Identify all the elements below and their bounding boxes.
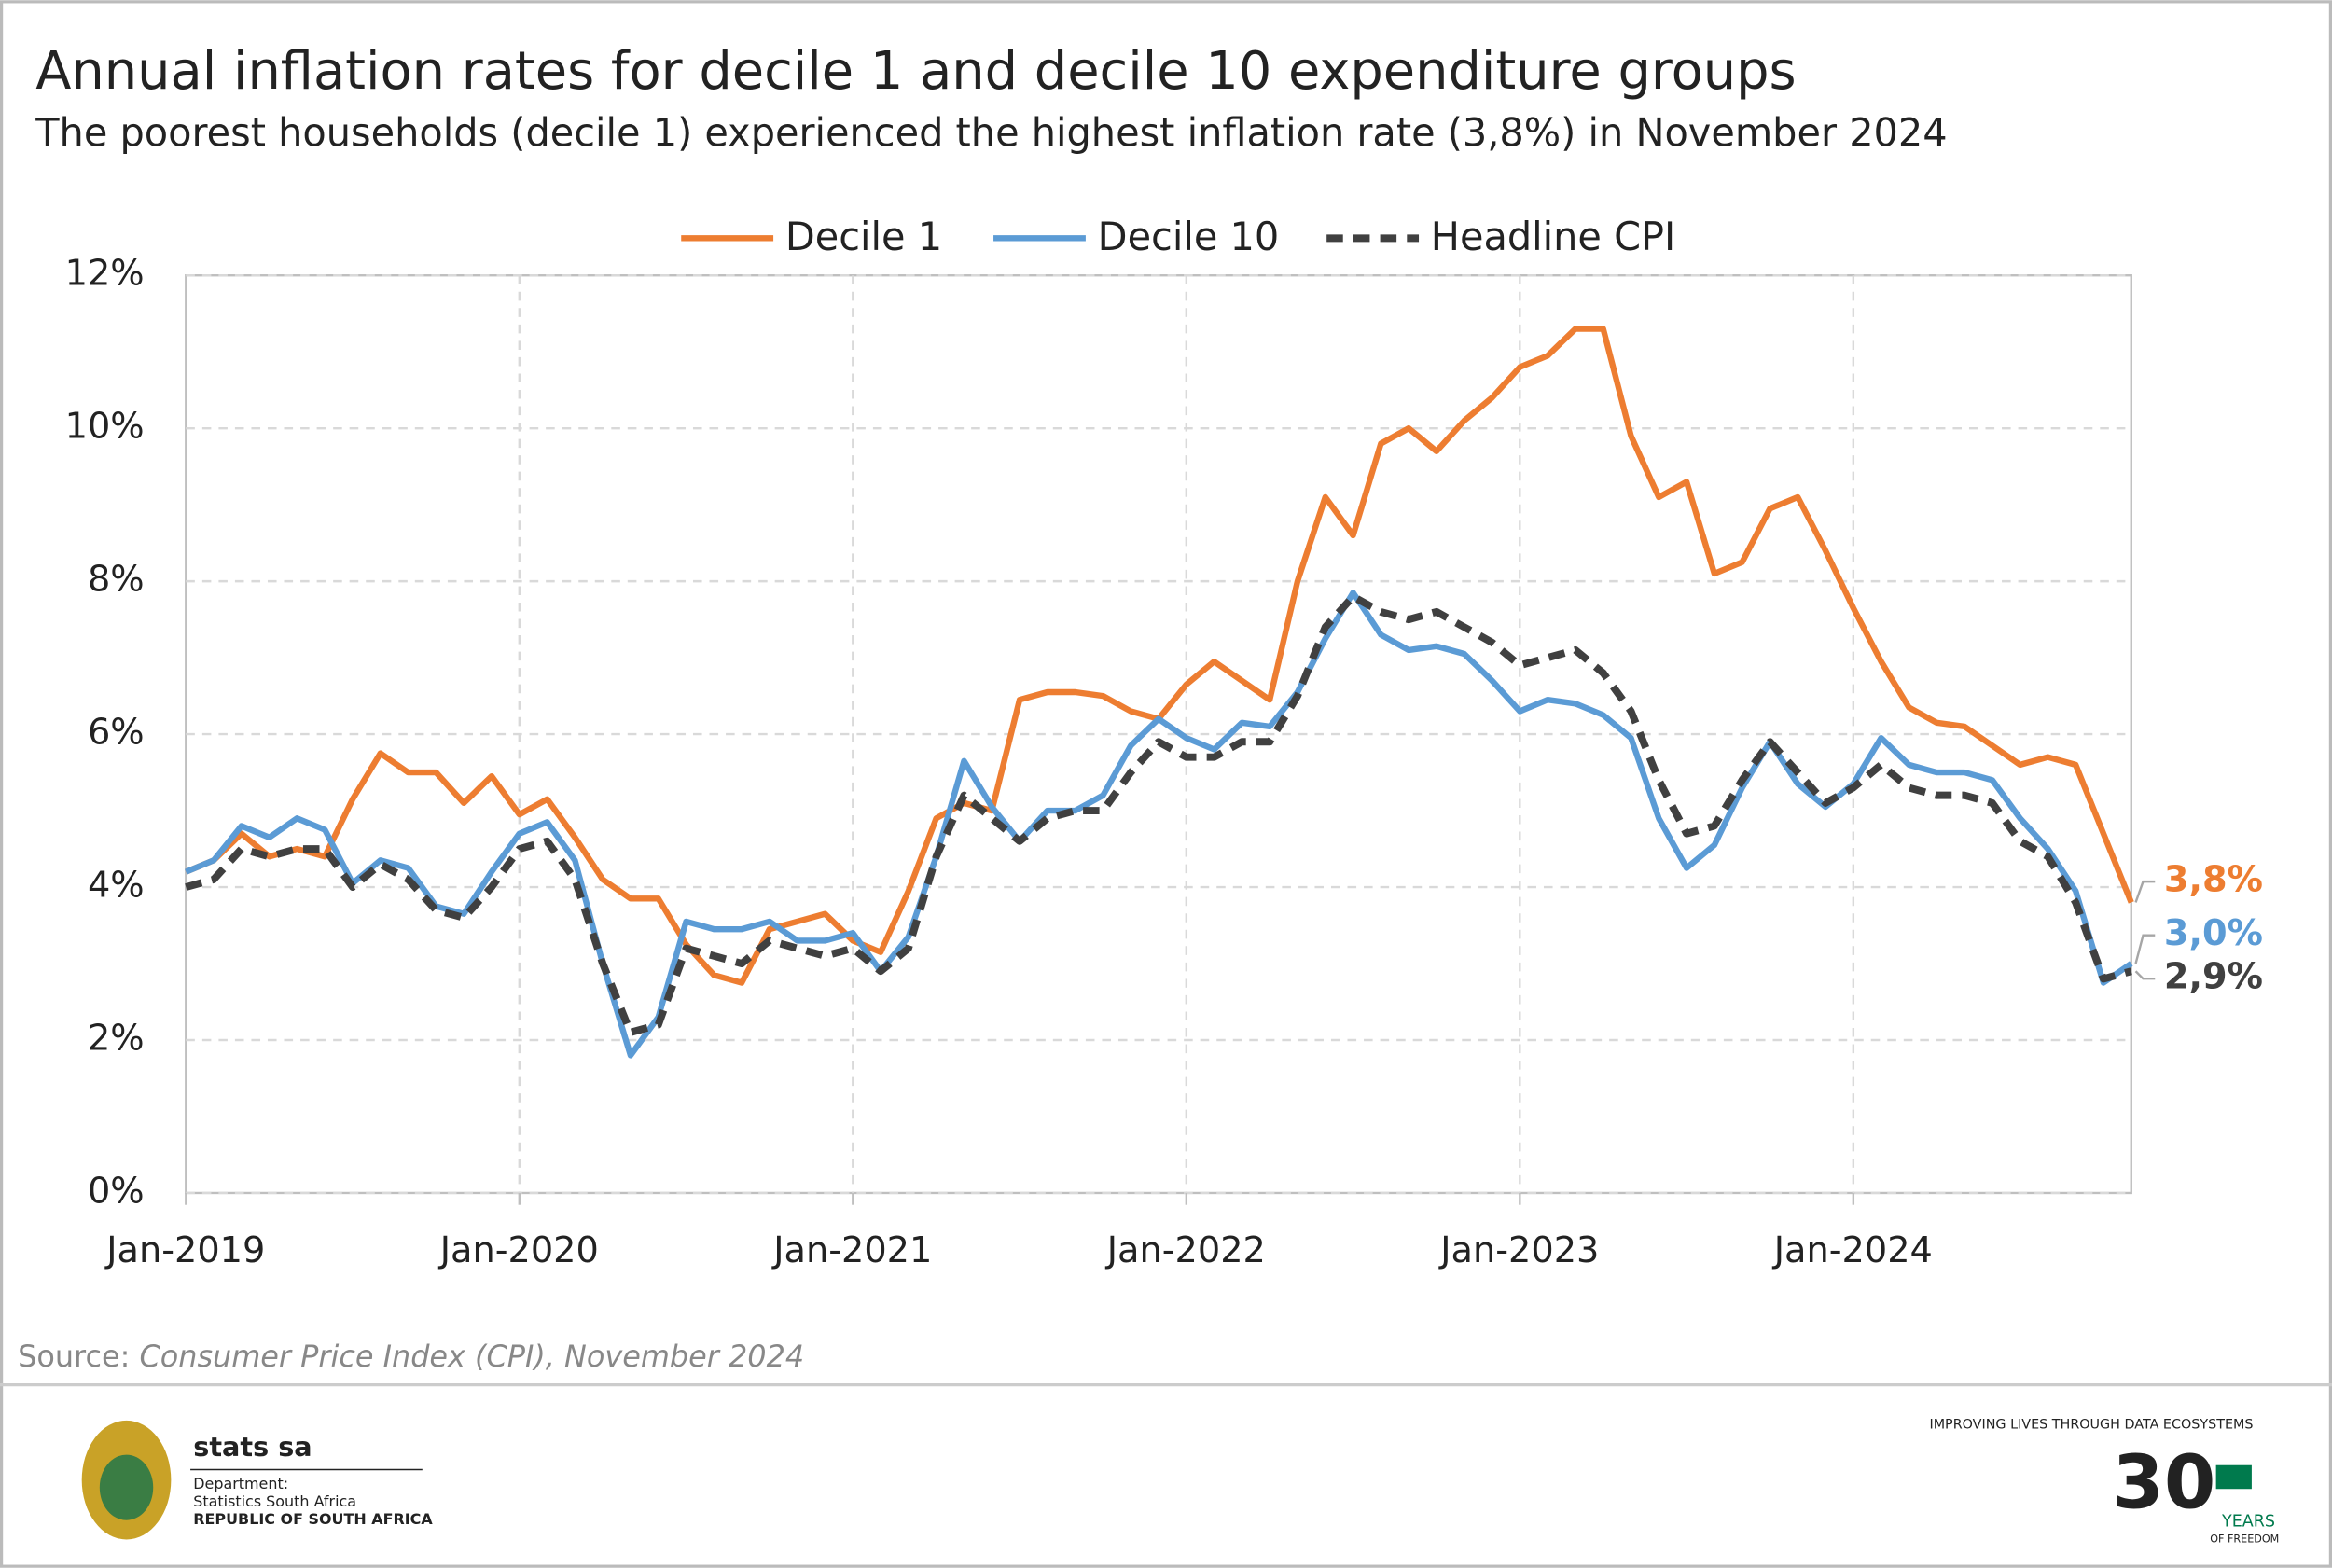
x-tick-label: Jan-2021 — [771, 1229, 932, 1271]
badge-freedom: OF FREEDOM — [2210, 1533, 2279, 1545]
x-tick-label: Jan-2019 — [104, 1229, 265, 1271]
slogan: IMPROVING LIVES THROUGH DATA ECOSYSTEMS — [1929, 1418, 2253, 1433]
y-tick-label: 2% — [88, 1018, 145, 1060]
leader-line — [2134, 934, 2156, 964]
end-label: 2,9% — [2164, 956, 2263, 998]
x-tick-label: Jan-2024 — [1772, 1229, 1933, 1271]
source-prefix: Source: — [18, 1339, 130, 1374]
legend-label: Headline CPI — [1431, 215, 1675, 259]
source: Source: Consumer Price Index (CPI), Nove… — [18, 1339, 804, 1374]
series-line — [185, 590, 2133, 1059]
y-tick-label: 12% — [65, 253, 145, 295]
leader-line — [2134, 970, 2156, 980]
country: REPUBLIC OF SOUTH AFRICA — [193, 1510, 433, 1528]
freedom-badge: IMPROVING LIVES THROUGH DATA ECOSYSTEMS … — [1929, 1418, 2279, 1546]
chart-subtitle: The poorest households (decile 1) experi… — [35, 110, 1947, 155]
coat-of-arms-shield — [99, 1454, 154, 1520]
x-tick-label: Jan-2022 — [1105, 1229, 1266, 1271]
source-text: Consumer Price Index (CPI), November 202… — [139, 1339, 804, 1374]
badge-number: 30 — [2112, 1439, 2215, 1526]
brand: stats sa — [193, 1431, 312, 1463]
y-tick-label: 10% — [65, 406, 145, 448]
y-tick-label: 4% — [88, 865, 145, 907]
legend-label: Decile 10 — [1098, 215, 1280, 259]
badge-years: YEARS — [2221, 1512, 2275, 1531]
legend-label: Decile 1 — [785, 215, 942, 259]
agency: Statistics South Africa — [193, 1492, 356, 1510]
end-label: 3,8% — [2164, 859, 2263, 901]
end-label: 3,0% — [2164, 912, 2263, 954]
chart-title: Annual inflation rates for decile 1 and … — [35, 41, 1796, 102]
y-tick-label: 6% — [88, 712, 145, 754]
x-tick-label: Jan-2020 — [438, 1229, 599, 1271]
y-tick-label: 8% — [88, 559, 145, 601]
leader-line — [2134, 880, 2156, 903]
y-tick-label: 0% — [88, 1170, 145, 1212]
department: Department: — [193, 1475, 288, 1492]
x-tick-label: Jan-2023 — [1438, 1229, 1599, 1271]
stats-sa-logo: stats sa Department: Statistics South Af… — [81, 1420, 433, 1540]
series-line — [185, 592, 2132, 1036]
flag — [2215, 1464, 2252, 1490]
